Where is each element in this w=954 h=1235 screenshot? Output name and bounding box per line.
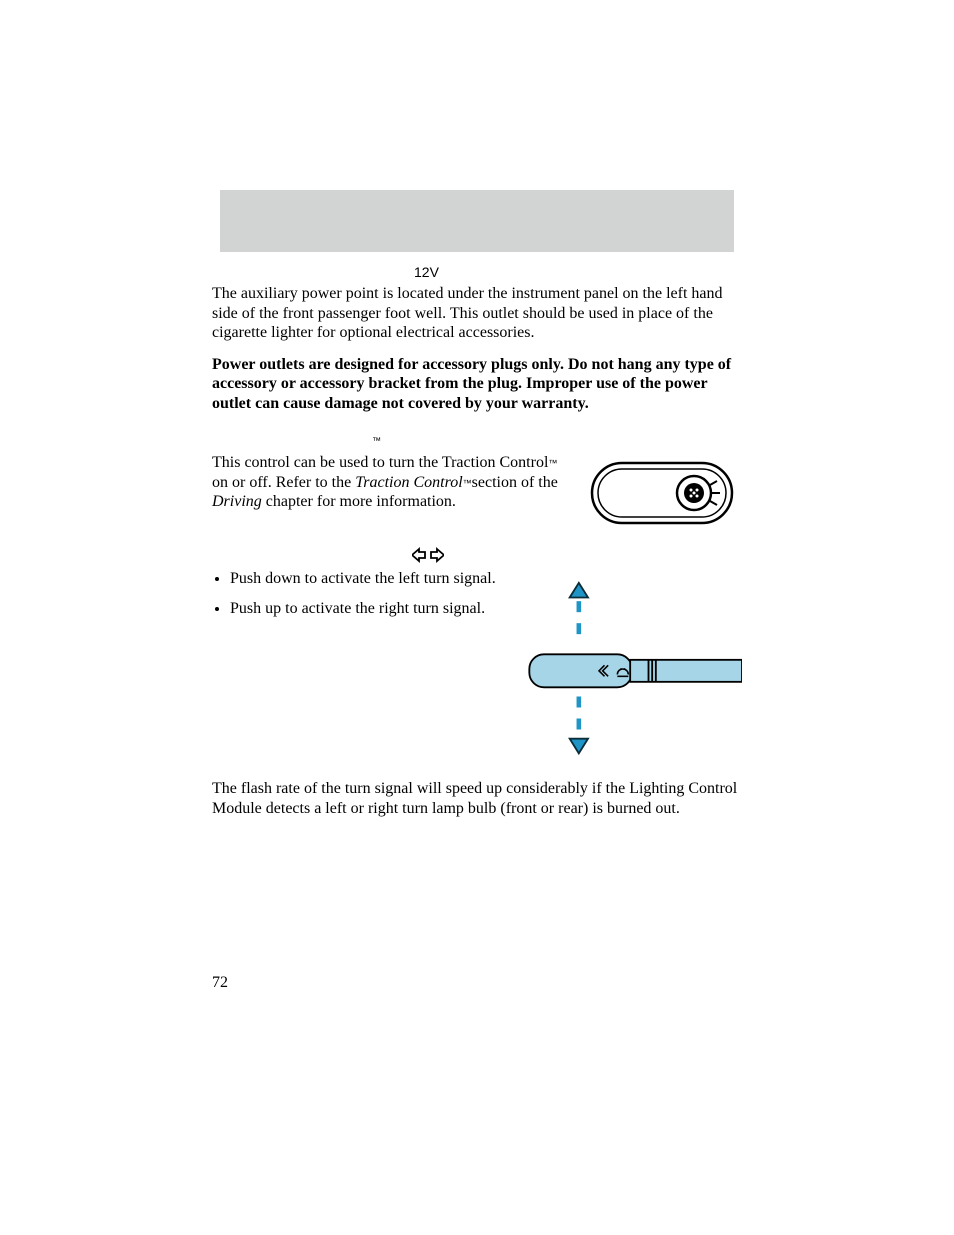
- header-bar: [220, 190, 734, 252]
- traction-text-mid: on or off. Refer to the: [212, 474, 355, 491]
- page: 12V The auxiliary power point is located…: [0, 0, 954, 1235]
- tm-icon-inline-2: ™: [463, 477, 472, 487]
- traction-text-pre: This control can be used to turn the Tra…: [212, 454, 548, 471]
- turn-signal-section: Push down to activate the left turn sign…: [212, 569, 742, 769]
- traction-text-italic: Traction Control: [355, 474, 462, 491]
- list-item: Push down to activate the left turn sign…: [230, 569, 506, 589]
- tm-icon-inline-1: ™: [548, 458, 557, 468]
- turn-signal-arrows-icon: [412, 547, 444, 563]
- turn-signal-heading: [412, 547, 742, 563]
- traction-control-heading: ™: [372, 431, 742, 447]
- heading-12v: 12V: [414, 264, 742, 280]
- page-number: 72: [212, 974, 228, 992]
- turn-signal-stalk-icon: [522, 569, 742, 769]
- traction-control-switch-icon: [582, 453, 742, 533]
- turn-signal-figure: [522, 569, 742, 769]
- traction-text-end: chapter for more information.: [262, 493, 456, 510]
- turn-signal-bullets: Push down to activate the left turn sign…: [212, 569, 506, 618]
- traction-text-section: section of the: [472, 474, 558, 491]
- turn-signal-text: Push down to activate the left turn sign…: [212, 569, 506, 628]
- traction-control-text: This control can be used to turn the Tra…: [212, 453, 566, 533]
- power-outlet-warning: Power outlets are designed for accessory…: [212, 355, 742, 414]
- tm-icon: ™: [372, 435, 381, 445]
- traction-text-driving: Driving: [212, 493, 262, 510]
- traction-control-section: This control can be used to turn the Tra…: [212, 453, 742, 533]
- list-item: Push up to activate the right turn signa…: [230, 599, 506, 619]
- aux-power-paragraph: The auxiliary power point is located und…: [212, 284, 742, 343]
- flash-rate-paragraph: The flash rate of the turn signal will s…: [212, 779, 742, 818]
- traction-control-figure: [582, 453, 742, 533]
